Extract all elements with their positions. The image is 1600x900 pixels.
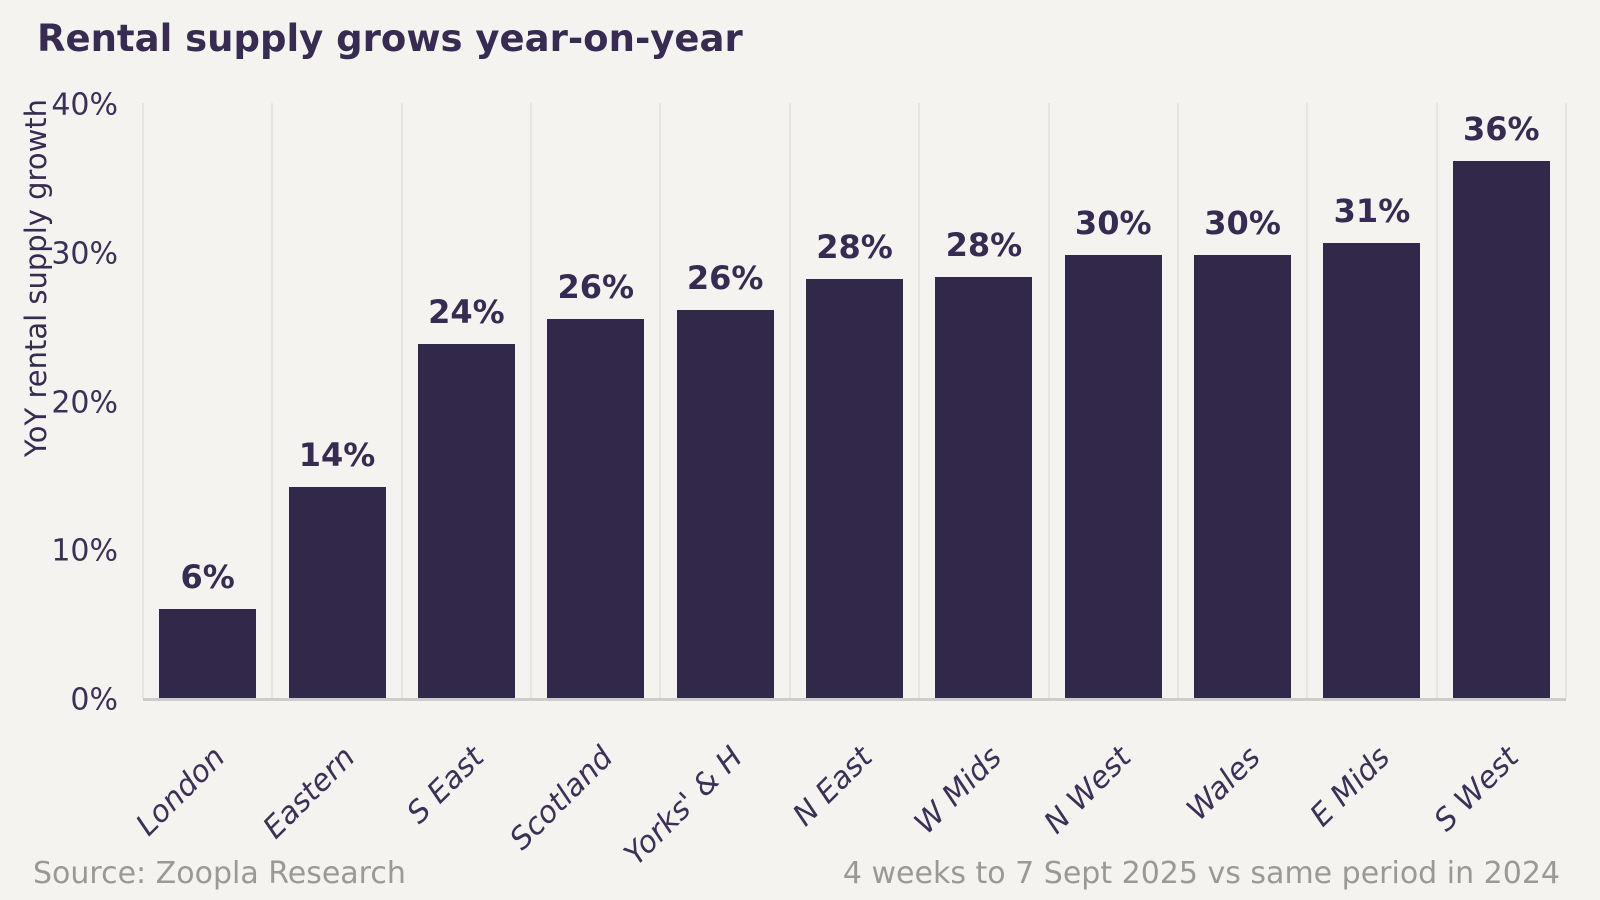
gridline: [271, 103, 274, 698]
x-tick-label: Yorks' & H: [617, 740, 750, 873]
gridline: [400, 103, 403, 698]
gridline: [659, 103, 662, 698]
x-tick-label: E Mids: [1303, 740, 1397, 834]
bar-value-label: 30%: [1204, 203, 1281, 242]
x-tick-label: W Mids: [907, 740, 1009, 842]
bar: [1323, 242, 1421, 698]
bar: [547, 318, 645, 698]
y-tick-label: 20%: [51, 385, 118, 420]
gridline: [788, 103, 791, 698]
bar-value-label: 24%: [428, 292, 505, 331]
x-tick-label: N West: [1037, 740, 1138, 841]
gridline: [530, 103, 533, 698]
x-tick-label: Eastern: [256, 740, 362, 846]
bar-value-label: 36%: [1463, 110, 1540, 148]
x-tick-label: Wales: [1179, 740, 1268, 828]
bar: [288, 486, 386, 698]
bar: [1194, 254, 1292, 698]
source-note: Source: Zoopla Research: [33, 856, 406, 891]
gridline: [1176, 103, 1179, 698]
bar: [159, 608, 257, 698]
bar: [676, 309, 774, 698]
gridline: [142, 103, 144, 698]
x-axis-line: [143, 698, 1566, 701]
gridline: [1565, 103, 1567, 698]
y-tick-label: 10%: [51, 533, 118, 569]
gridline: [1435, 103, 1438, 698]
bar-value-label: 28%: [945, 226, 1023, 265]
y-tick-label: 0%: [70, 682, 118, 718]
chart-title: Rental supply grows year-on-year: [37, 17, 743, 60]
x-tick-label: London: [129, 740, 233, 843]
x-tick-label: S West: [1427, 740, 1527, 839]
bar: [1064, 254, 1162, 698]
gridline: [1047, 103, 1050, 698]
y-tick-label: 40%: [51, 87, 118, 123]
bar-value-label: 14%: [298, 435, 376, 474]
bar: [935, 277, 1033, 698]
x-tick-label: Scotland: [503, 740, 621, 857]
y-axis-title: YoY rental supply growth: [19, 98, 53, 458]
period-note: 4 weeks to 7 Sept 2025 vs same period in…: [842, 856, 1560, 891]
gridline: [918, 103, 921, 698]
bar: [417, 343, 515, 698]
gridline: [1306, 103, 1309, 698]
bar-value-label: 26%: [557, 267, 635, 306]
bar-value-label: 26%: [686, 258, 764, 297]
bar-value-label: 30%: [1074, 203, 1152, 242]
y-tick-label: 30%: [51, 236, 118, 272]
bar-value-label: 6%: [180, 557, 235, 596]
x-tick-label: N East: [786, 740, 880, 834]
bar: [806, 278, 903, 698]
bar-value-label: 31%: [1333, 191, 1411, 230]
x-tick-label: S East: [400, 740, 492, 831]
bar-value-label: 28%: [816, 227, 893, 266]
bar: [1452, 161, 1550, 698]
